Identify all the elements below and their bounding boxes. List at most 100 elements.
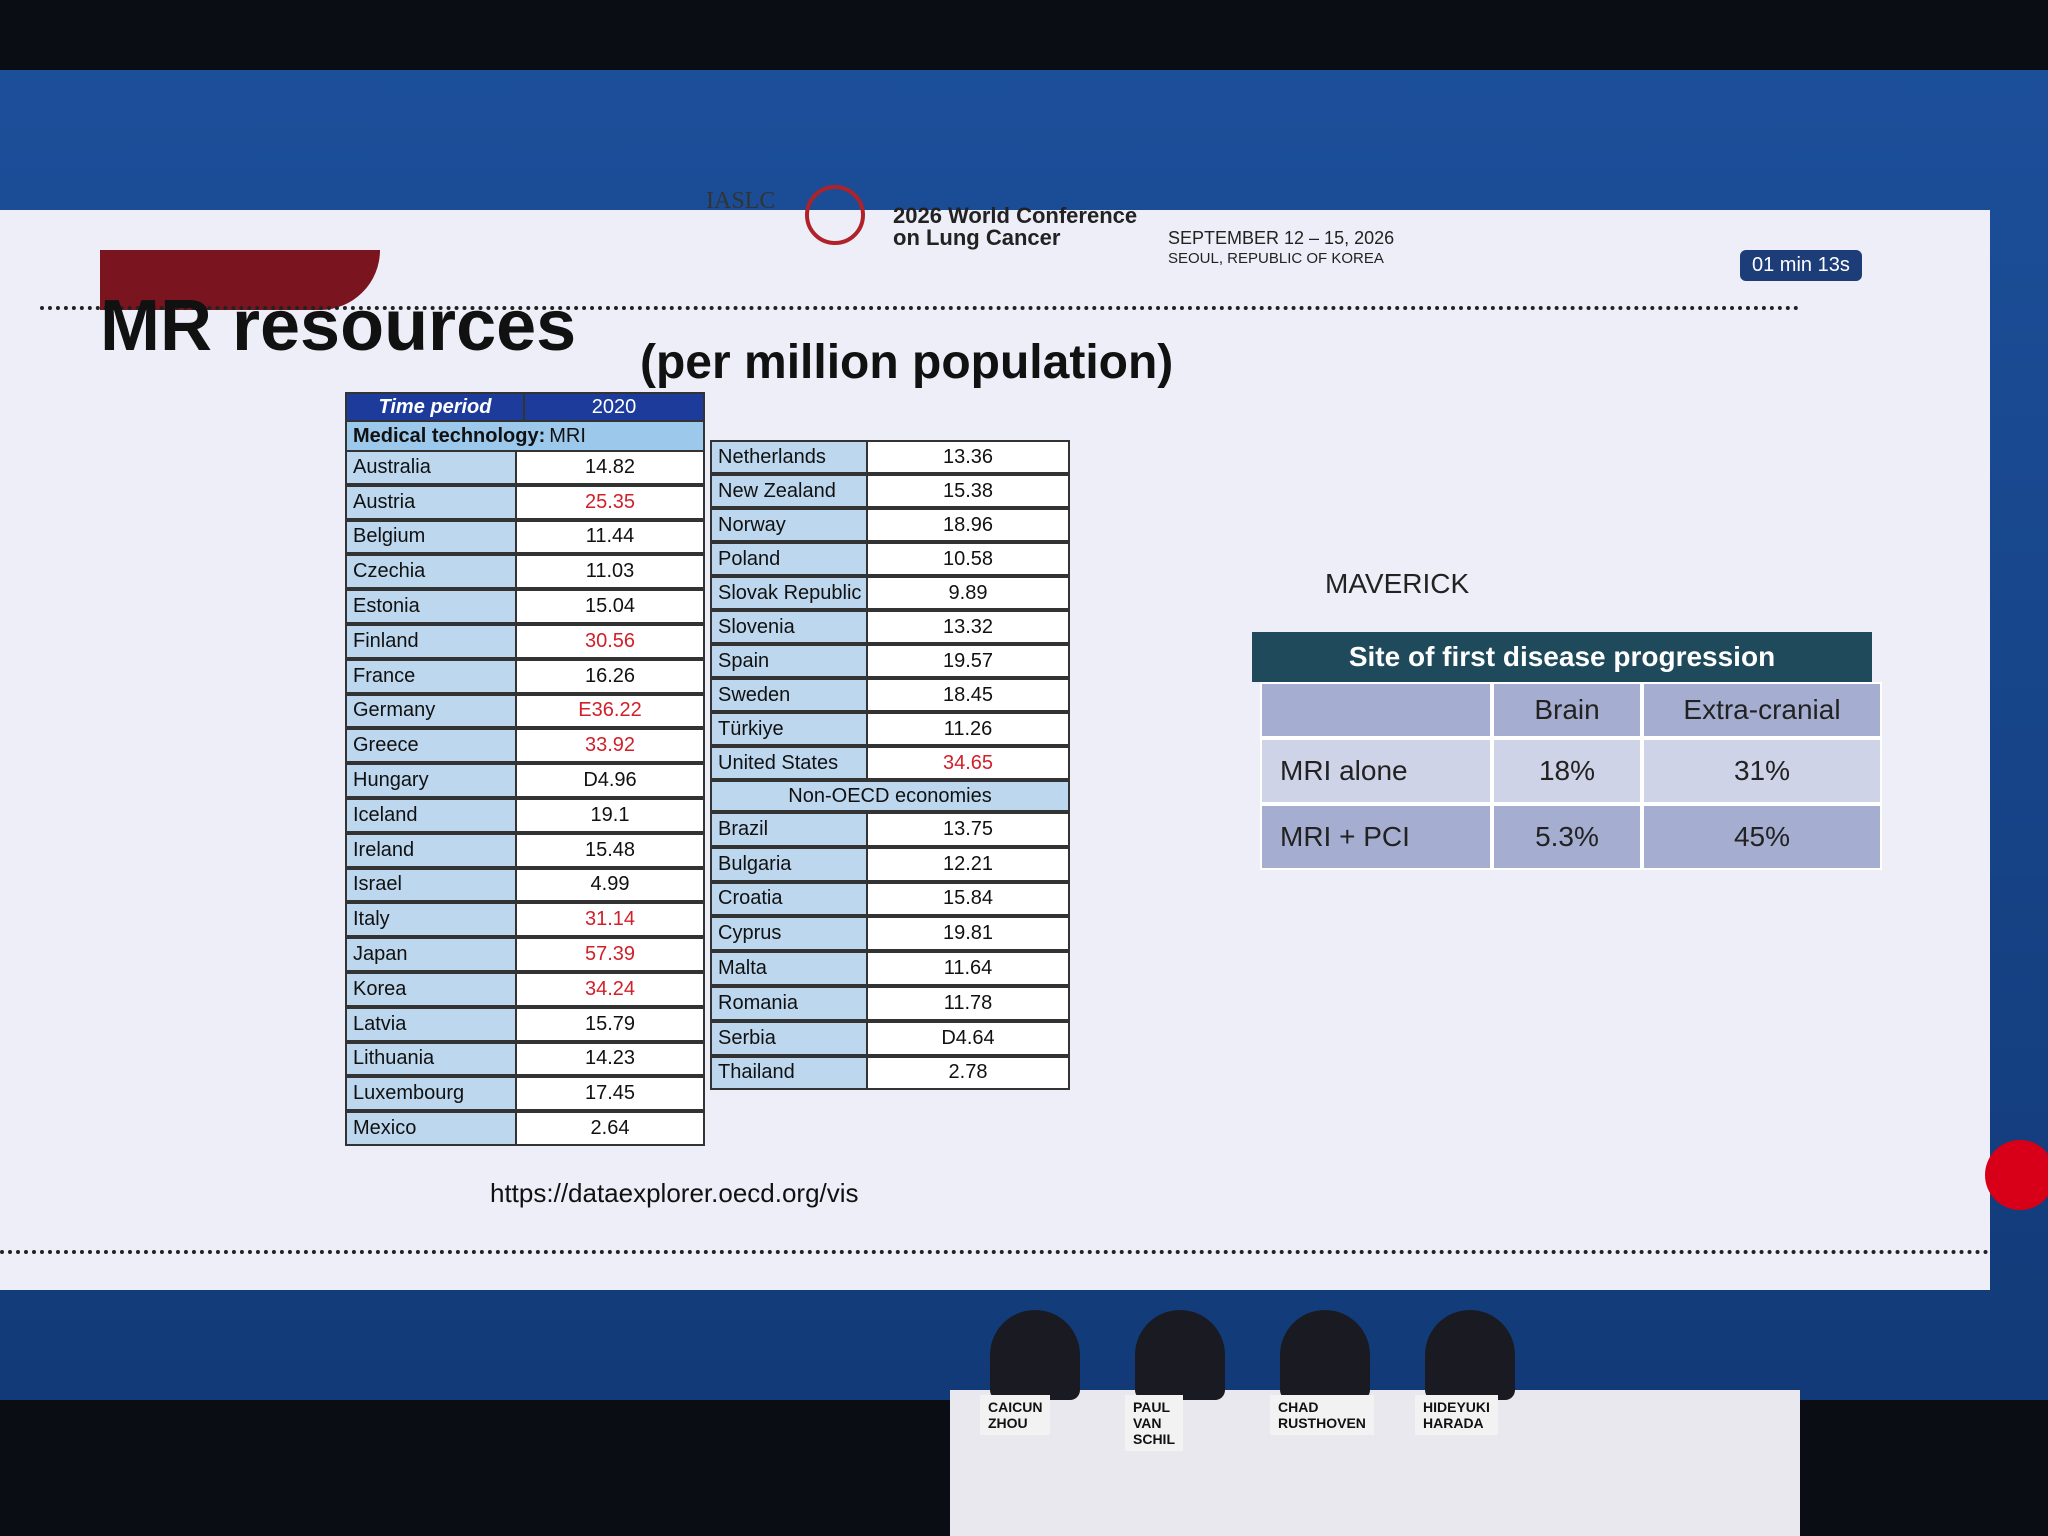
value: 15.79	[515, 1006, 705, 1042]
country: Slovak Republic	[710, 576, 868, 610]
panelist	[1425, 1310, 1515, 1400]
value: 13.75	[866, 812, 1070, 847]
country: France	[345, 658, 517, 694]
value: 15.04	[515, 589, 705, 624]
country: Romania	[710, 986, 868, 1021]
name-plate: CAICUN ZHOU	[980, 1395, 1051, 1435]
value: 4.99	[515, 867, 705, 903]
value: 19.81	[866, 916, 1070, 952]
value: 13.32	[866, 610, 1070, 644]
country: Estonia	[345, 589, 517, 624]
country: Sweden	[710, 678, 868, 712]
panelist	[990, 1310, 1080, 1400]
slide-subtitle: (per million population)	[640, 336, 1174, 389]
value: 11.44	[515, 519, 705, 555]
technology-label: Medical technology:	[353, 424, 546, 447]
value: 13.36	[866, 440, 1070, 474]
country: Luxembourg	[345, 1076, 517, 1112]
conference-location: SEOUL, REPUBLIC OF KOREA	[1168, 250, 1384, 267]
value: 34.65	[866, 746, 1070, 780]
dotted-rule	[40, 306, 1800, 310]
column-header: Extra-cranial	[1642, 682, 1882, 738]
country: Netherlands	[710, 440, 868, 474]
value: 18.96	[866, 508, 1070, 542]
value: 15.48	[515, 832, 705, 868]
country: Spain	[710, 644, 868, 678]
country: Israel	[345, 867, 517, 903]
conference-emblem	[805, 185, 865, 245]
value: 11.78	[866, 986, 1070, 1021]
red-dot	[1985, 1140, 2048, 1210]
conference-name: 2026 World Conference on Lung Cancer	[893, 203, 1138, 250]
panel-desk	[950, 1390, 1800, 1536]
country: Brazil	[710, 812, 868, 847]
country: Bulgaria	[710, 846, 868, 882]
technology: MRI	[549, 424, 586, 447]
country: Korea	[345, 972, 517, 1007]
value: 2.64	[515, 1111, 705, 1146]
slide-title: MR resources	[100, 286, 577, 366]
country: Austria	[345, 484, 517, 520]
corner	[1260, 682, 1492, 738]
dotted-rule	[0, 1250, 1990, 1254]
cell-value: 31%	[1642, 738, 1882, 804]
country: Belgium	[345, 519, 517, 555]
country: Türkiye	[710, 712, 868, 746]
maverick-title: Site of first disease progression	[1252, 632, 1872, 682]
country: Malta	[710, 951, 868, 986]
value: 33.92	[515, 728, 705, 764]
year-header: 2020	[523, 392, 705, 422]
value: 11.03	[515, 554, 705, 590]
name-plate: HIDEYUKI HARADA	[1415, 1395, 1498, 1435]
value: 12.21	[866, 846, 1070, 882]
value: 9.89	[866, 576, 1070, 610]
country: Australia	[345, 450, 517, 485]
cell-value: 5.3%	[1492, 804, 1642, 870]
country: Hungary	[345, 763, 517, 798]
value: D4.96	[515, 763, 705, 798]
name-plate: PAUL VAN SCHIL	[1125, 1395, 1183, 1451]
value: 30.56	[515, 624, 705, 659]
value: 14.82	[515, 450, 705, 485]
value: D4.64	[866, 1020, 1070, 1056]
value: 25.35	[515, 484, 705, 520]
country: Mexico	[345, 1111, 517, 1146]
cell-value: 18%	[1492, 738, 1642, 804]
country: Lithuania	[345, 1041, 517, 1077]
country: Germany	[345, 693, 517, 729]
column-header: Brain	[1492, 682, 1642, 738]
country: Latvia	[345, 1006, 517, 1042]
panelist	[1135, 1310, 1225, 1400]
country: Norway	[710, 508, 868, 542]
country: Thailand	[710, 1055, 868, 1091]
country: Czechia	[345, 554, 517, 590]
cell-value: 45%	[1642, 804, 1882, 870]
country: Poland	[710, 542, 868, 576]
country: United States	[710, 746, 868, 780]
panelist	[1280, 1310, 1370, 1400]
row-label: MRI alone	[1260, 738, 1492, 804]
value: 19.1	[515, 798, 705, 833]
country: Iceland	[345, 798, 517, 833]
row-label: MRI + PCI	[1260, 804, 1492, 870]
timer: 01 min 13s	[1740, 250, 1862, 281]
value: 19.57	[866, 644, 1070, 678]
section-label: Non-OECD economies	[710, 780, 1070, 812]
value: 10.58	[866, 542, 1070, 576]
value: 11.26	[866, 712, 1070, 746]
decor	[100, 250, 380, 310]
value: 18.45	[866, 678, 1070, 712]
org-logo: IASLC	[706, 188, 776, 214]
value: 17.45	[515, 1076, 705, 1112]
country: Croatia	[710, 881, 868, 917]
source-url: https://dataexplorer.oecd.org/vis	[490, 1178, 859, 1208]
value: 2.78	[866, 1055, 1070, 1091]
value: E36.22	[515, 693, 705, 729]
country: Italy	[345, 902, 517, 938]
value: 11.64	[866, 951, 1070, 986]
country: Ireland	[345, 832, 517, 868]
time-period-header: Time period	[345, 392, 525, 422]
country: Serbia	[710, 1020, 868, 1056]
value: 34.24	[515, 972, 705, 1007]
